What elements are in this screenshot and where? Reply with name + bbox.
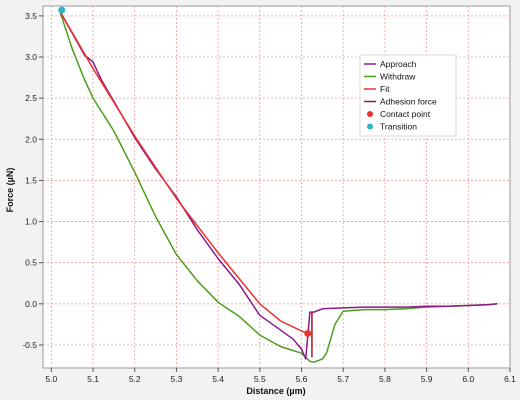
y-tick-label: 3.0 [25, 52, 37, 62]
x-tick-label: 5.7 [337, 374, 349, 384]
x-tick-label: 6.0 [462, 374, 474, 384]
tick-labels: 5.0 5.1 5.2 5.3 5.4 5.5 5.6 5.7 5.8 5.9 6.0 6.1 -0.5… [22, 11, 516, 384]
y-tick-label: 2.5 [25, 93, 37, 103]
legend: Approach Withdraw Fit Adhesion force Contact… [359, 54, 457, 137]
y-tick-label: 0.5 [25, 258, 37, 268]
x-tick-label: 5.8 [379, 374, 391, 384]
y-tick-label: 1.0 [25, 217, 37, 227]
legend-approach-label: Approach [380, 59, 417, 69]
y-tick-label: -0.5 [22, 340, 37, 350]
legend-contact-point-swatch [367, 111, 373, 117]
y-tick-label: 0.0 [25, 299, 37, 309]
legend-box [359, 54, 457, 137]
y-tick-label: 3.5 [25, 11, 37, 21]
withdraw-line [58, 10, 498, 363]
x-tick-label: 5.3 [171, 374, 183, 384]
x-tick-label: 5.4 [212, 374, 224, 384]
x-tick-label: 5.0 [45, 374, 57, 384]
x-axis-label: Distance (µm) [246, 386, 305, 396]
approach-line [59, 10, 498, 360]
legend-transition-swatch [367, 123, 373, 130]
x-tick-label: 5.2 [129, 374, 141, 384]
legend-contact-point-label: Contact point [380, 109, 431, 119]
legend-transition-label: Transition [380, 122, 417, 132]
legend-fit-label: Fit [380, 84, 390, 94]
legend-adhesion-force-label: Adhesion force [380, 97, 437, 107]
x-tick-label: 6.1 [504, 374, 516, 384]
y-tick-label: 2.0 [25, 134, 37, 144]
x-tick-label: 5.9 [421, 374, 433, 384]
x-tick-label: 5.5 [254, 374, 266, 384]
transition-marker [58, 6, 66, 14]
y-tick-label: 1.5 [25, 175, 37, 185]
legend-withdraw-label: Withdraw [380, 72, 416, 82]
contact-point-marker [304, 329, 312, 337]
x-tick-label: 5.6 [296, 374, 308, 384]
fit-line [59, 10, 309, 335]
y-axis-label: Force (µN) [5, 168, 15, 213]
data-series [58, 6, 498, 363]
x-tick-label: 5.1 [87, 374, 99, 384]
